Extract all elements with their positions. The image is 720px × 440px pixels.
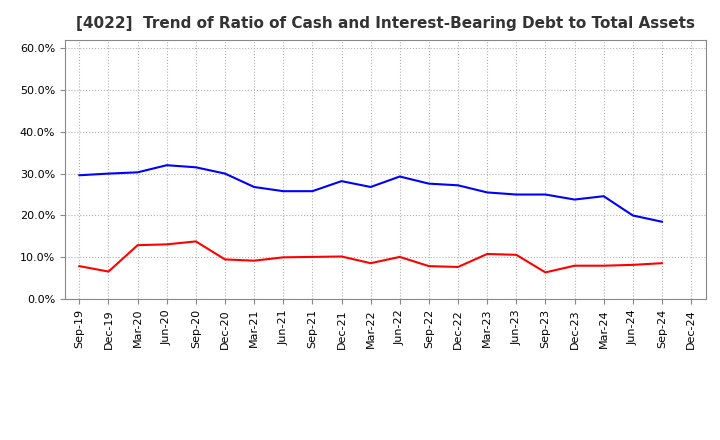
Cash xyxy=(512,252,521,257)
Interest-Bearing Debt xyxy=(483,190,492,195)
Interest-Bearing Debt xyxy=(104,171,113,176)
Interest-Bearing Debt xyxy=(657,219,666,224)
Cash xyxy=(133,242,142,248)
Interest-Bearing Debt xyxy=(133,170,142,175)
Cash xyxy=(337,254,346,259)
Cash xyxy=(192,239,200,244)
Cash xyxy=(366,260,375,266)
Cash xyxy=(454,264,462,270)
Line: Interest-Bearing Debt: Interest-Bearing Debt xyxy=(79,165,662,222)
Interest-Bearing Debt xyxy=(425,181,433,186)
Interest-Bearing Debt xyxy=(629,213,637,218)
Interest-Bearing Debt xyxy=(163,162,171,168)
Interest-Bearing Debt xyxy=(279,188,287,194)
Cash xyxy=(163,242,171,247)
Interest-Bearing Debt xyxy=(599,194,608,199)
Interest-Bearing Debt xyxy=(541,192,550,197)
Cash xyxy=(541,270,550,275)
Title: [4022]  Trend of Ratio of Cash and Interest-Bearing Debt to Total Assets: [4022] Trend of Ratio of Cash and Intere… xyxy=(76,16,695,32)
Interest-Bearing Debt xyxy=(337,179,346,184)
Cash xyxy=(279,255,287,260)
Interest-Bearing Debt xyxy=(308,188,317,194)
Interest-Bearing Debt xyxy=(395,174,404,179)
Interest-Bearing Debt xyxy=(192,165,200,170)
Cash xyxy=(75,264,84,269)
Cash xyxy=(599,263,608,268)
Cash xyxy=(570,263,579,268)
Line: Cash: Cash xyxy=(79,242,662,272)
Interest-Bearing Debt xyxy=(220,171,229,176)
Cash xyxy=(220,257,229,262)
Cash xyxy=(250,258,258,263)
Interest-Bearing Debt xyxy=(75,172,84,178)
Interest-Bearing Debt xyxy=(454,183,462,188)
Cash xyxy=(629,262,637,268)
Cash xyxy=(308,254,317,260)
Interest-Bearing Debt xyxy=(512,192,521,197)
Cash xyxy=(425,264,433,269)
Interest-Bearing Debt xyxy=(250,184,258,190)
Interest-Bearing Debt xyxy=(366,184,375,190)
Cash xyxy=(395,254,404,260)
Cash xyxy=(104,269,113,274)
Interest-Bearing Debt xyxy=(570,197,579,202)
Cash xyxy=(483,251,492,257)
Cash xyxy=(657,260,666,266)
